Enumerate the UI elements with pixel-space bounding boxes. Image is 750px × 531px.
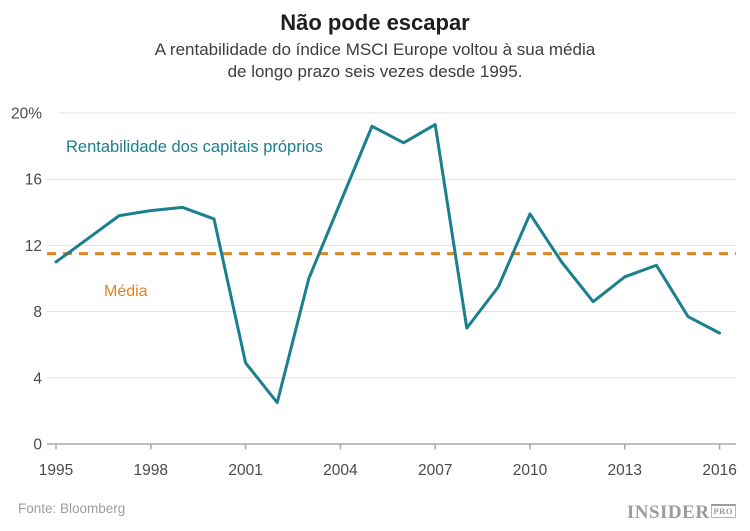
x-axis-tick-label: 2007 (418, 462, 452, 479)
logo-pro-badge: PRO (710, 504, 736, 518)
y-axis-tick-label: 16 (25, 172, 42, 189)
y-axis-tick-label: 20% (11, 106, 42, 123)
x-axis-tick-label: 1998 (134, 462, 168, 479)
series-label-rentabilidade: Rentabilidade dos capitais próprios (66, 138, 323, 156)
logo-insider-text: INSIDER (626, 502, 710, 523)
chart-subtitle-line-1: A rentabilidade do índice MSCI Europe vo… (154, 40, 596, 59)
chart-subtitle-line-2: de longo prazo seis vezes desde 1995. (227, 62, 523, 81)
y-axis-tick-label: 0 (33, 437, 42, 454)
mean-line-label: Média (104, 283, 148, 300)
source-credit: Fonte: Bloomberg (18, 501, 126, 516)
insider-pro-logo: INSIDER PRO (627, 502, 736, 524)
chart-subtitle: A rentabilidade do índice MSCI Europe vo… (0, 39, 750, 83)
y-axis-tick-label: 4 (33, 370, 42, 387)
x-axis-tick-label: 2010 (513, 462, 548, 479)
x-axis-tick-label: 1995 (39, 462, 73, 479)
x-axis-tick-label: 2016 (702, 462, 736, 479)
x-axis-tick-label: 2001 (228, 462, 262, 479)
x-axis-tick-label: 2013 (608, 462, 642, 479)
x-axis-tick-label: 2004 (323, 462, 358, 479)
y-axis-tick-label: 8 (33, 304, 42, 321)
y-axis-tick-label: 12 (25, 238, 42, 255)
chart-title: Não pode escapar (280, 10, 470, 35)
series-line-rentabilidade (54, 123, 722, 405)
